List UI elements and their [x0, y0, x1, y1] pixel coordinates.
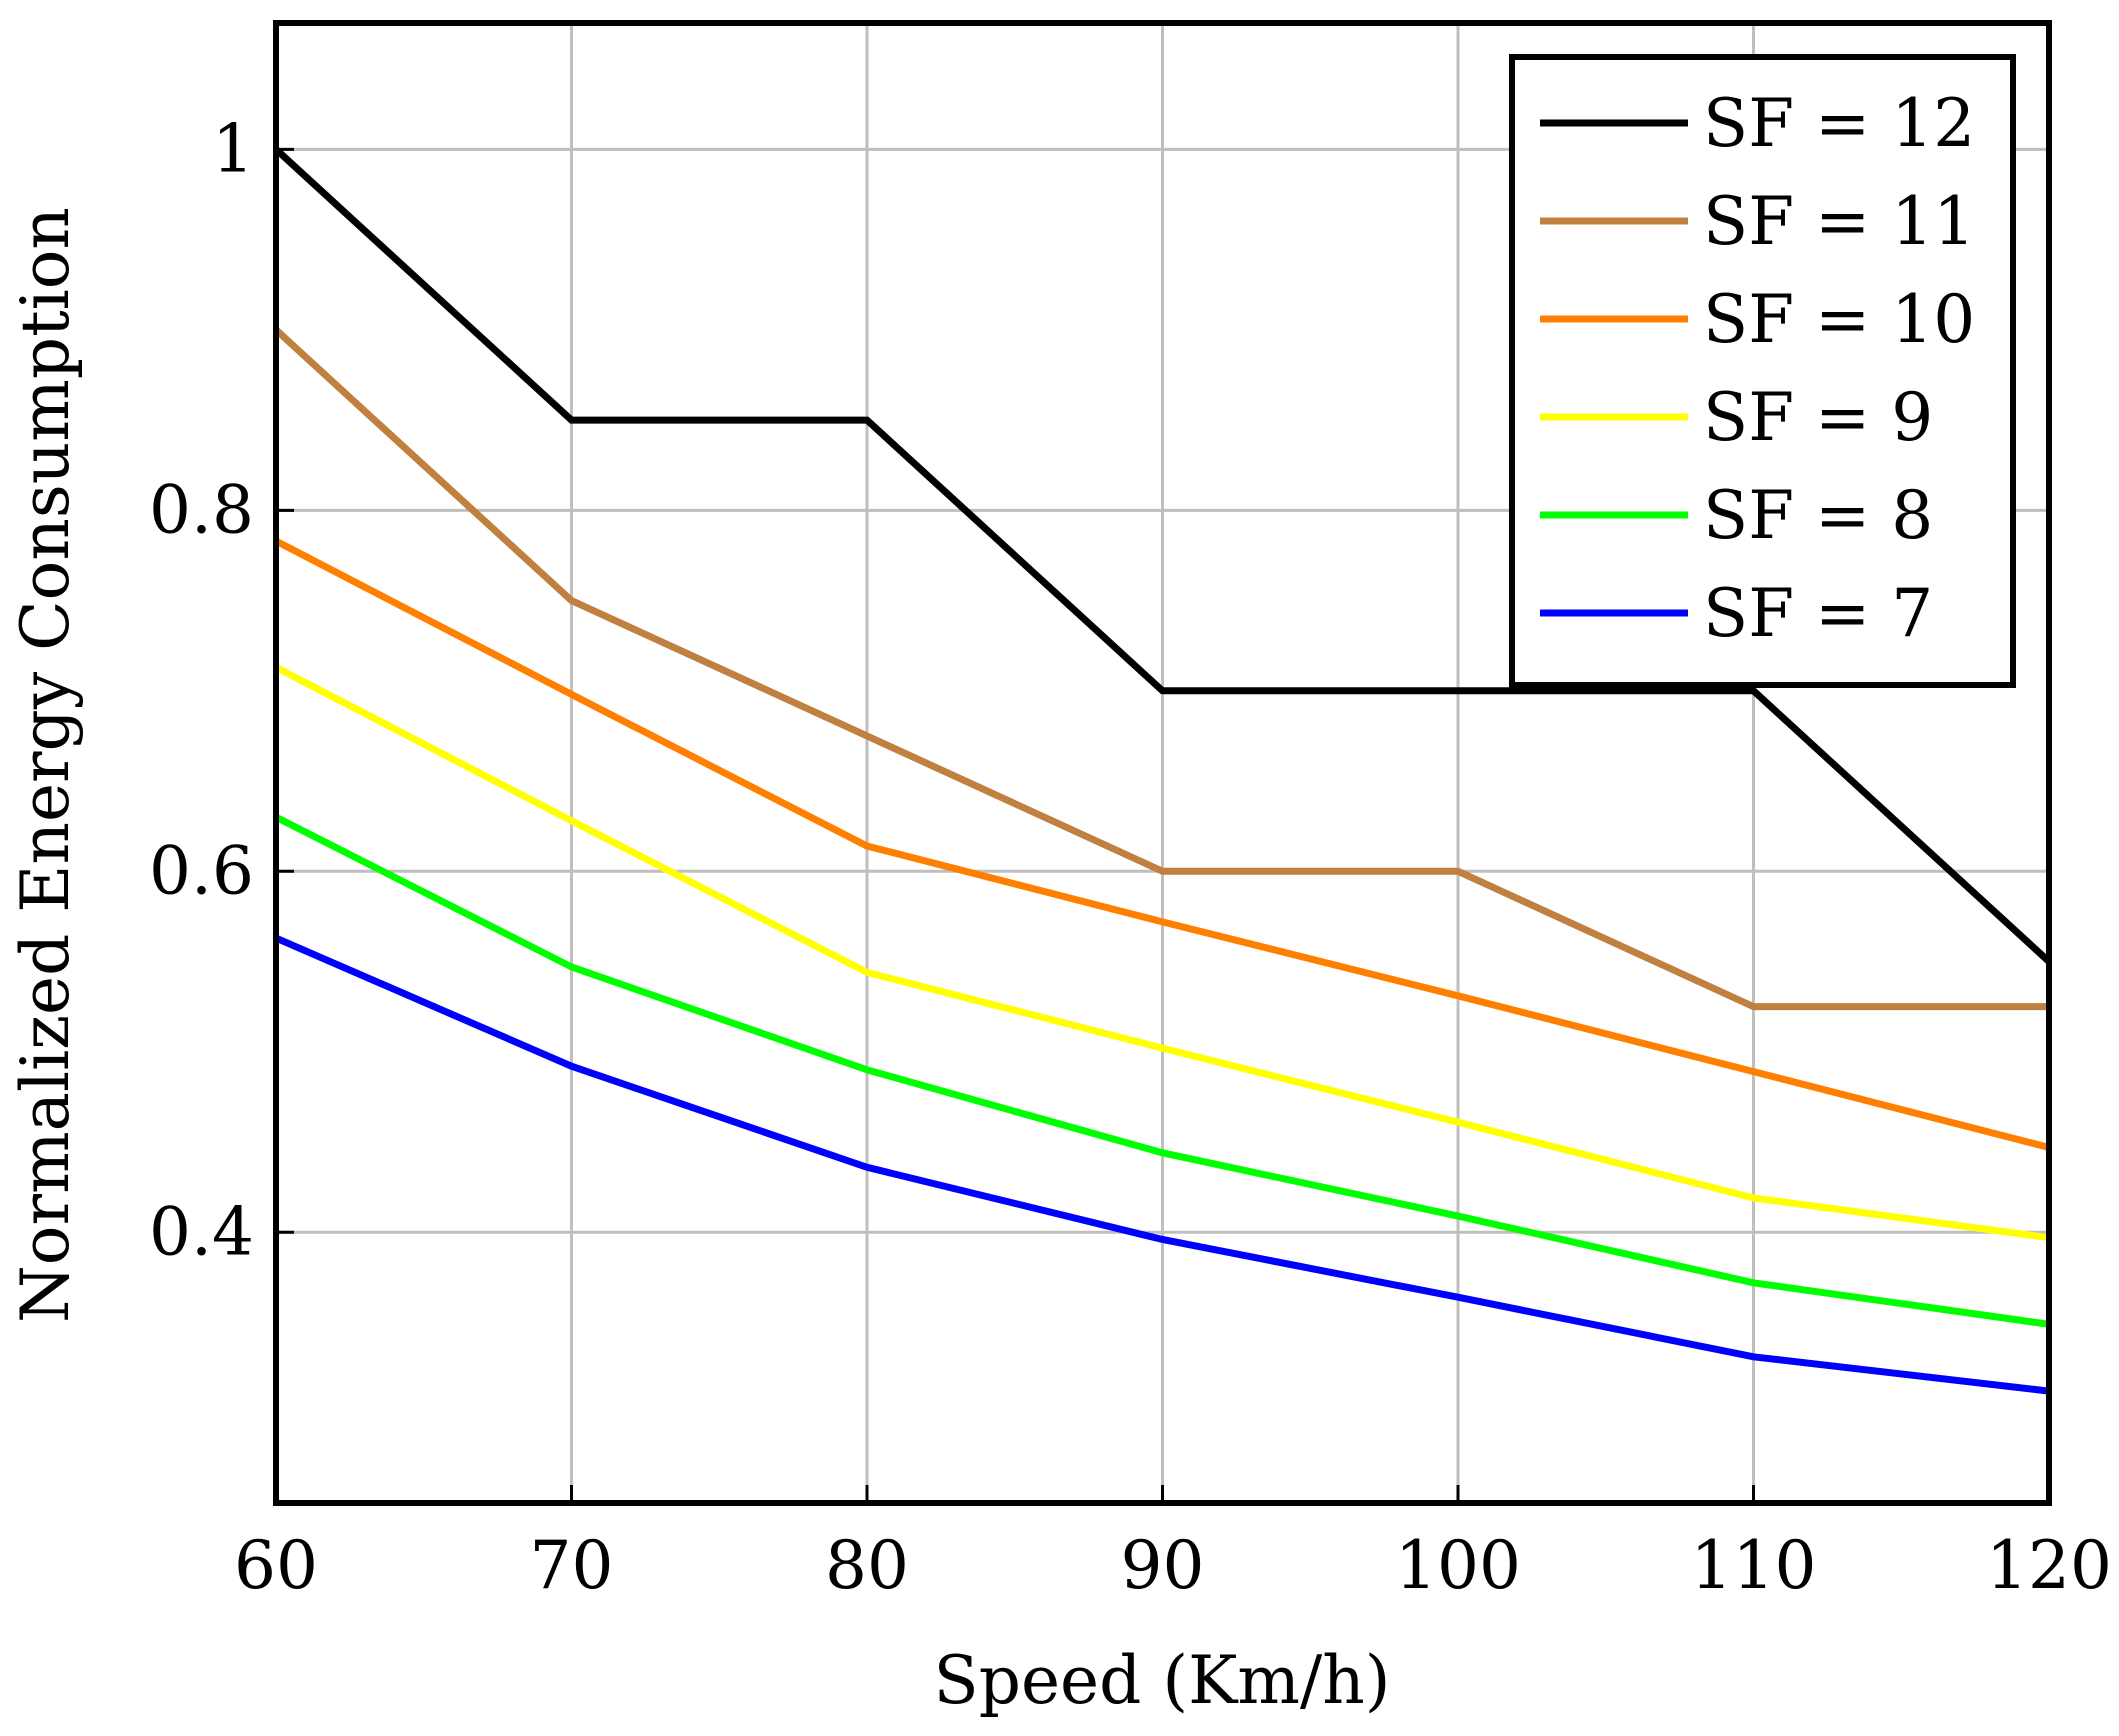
- y-tick-label: 0.8: [149, 471, 254, 548]
- x-tick-label: 120: [1986, 1527, 2112, 1604]
- series-line-sf-8: [274, 814, 2050, 1328]
- series-line-sf-7: [274, 934, 2050, 1395]
- x-tick-label: 90: [1121, 1527, 1205, 1604]
- y-axis-label: Normalized Energy Consumption: [7, 207, 84, 1323]
- x-axis-label: Speed (Km/h): [934, 1642, 1391, 1719]
- series-line-sf-9: [274, 664, 2050, 1242]
- series-line-sf-10: [274, 537, 2050, 1151]
- legend-label-sf-12: SF = 12: [1703, 85, 1975, 162]
- x-tick-label: 110: [1691, 1527, 1817, 1604]
- legend-label-sf-9: SF = 9: [1703, 379, 1933, 456]
- y-tick-labels: 0.4 0.6 0.8 1: [149, 110, 254, 1270]
- x-tick-label: 70: [530, 1527, 614, 1604]
- y-tick-label: 0.6: [149, 832, 254, 909]
- legend-label-sf-10: SF = 10: [1703, 281, 1975, 358]
- x-tick-label: 100: [1395, 1527, 1521, 1604]
- series-line-sf-11: [273, 327, 2049, 1011]
- y-tick-label: 1: [212, 110, 254, 187]
- x-tick-label: 60: [234, 1527, 318, 1604]
- legend-label-sf-11: SF = 11: [1703, 183, 1975, 260]
- legend-box: [1509, 54, 2016, 688]
- series-line-sf-12: [273, 146, 2052, 965]
- series-lines: [273, 146, 2052, 1395]
- legend-label-sf-7: SF = 7: [1703, 575, 1933, 652]
- x-tick-label: 80: [825, 1527, 909, 1604]
- legend-label-sf-8: SF = 8: [1703, 477, 1933, 554]
- plot-frame: [273, 20, 2052, 1506]
- legend: SF = 12 SF = 11 SF = 10 SF = 9 SF = 8 SF = 7: [1509, 54, 2016, 688]
- x-tick-labels: 60 70 80 90 100 110 120: [234, 1527, 2112, 1604]
- y-tick-label: 0.4: [149, 1193, 254, 1270]
